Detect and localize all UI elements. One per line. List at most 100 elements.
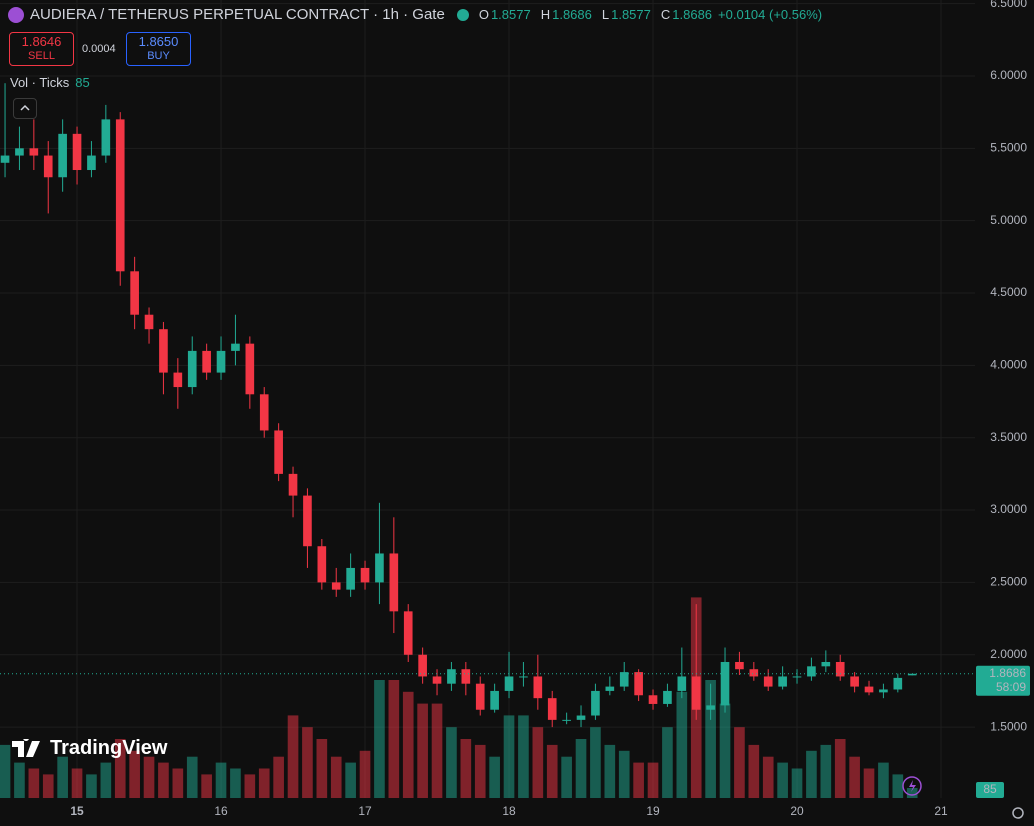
chevron-icon: [20, 104, 30, 111]
candle-body: [403, 611, 413, 655]
candle-body: [562, 719, 571, 721]
candle-body: [15, 148, 24, 156]
x-tick-label: 17: [358, 804, 372, 818]
last-price-box: [976, 665, 1030, 696]
candle-body: [519, 676, 528, 678]
sell-button[interactable]: 1.8646 SELL: [9, 32, 74, 66]
ohlc-label: L: [601, 7, 610, 22]
candle-body: [346, 567, 355, 590]
replay-icon: [902, 776, 922, 796]
candle-body: [58, 133, 67, 178]
volume-bar: [57, 756, 68, 798]
change: +0.0104 (+0.56%): [718, 7, 823, 22]
ohlc-value: 1.8577: [611, 7, 651, 22]
candle-body: [303, 495, 312, 547]
candle-body: [663, 690, 672, 704]
candle-body: [807, 666, 816, 677]
buy-button[interactable]: 1.8650 BUY: [126, 32, 191, 66]
volume-bar: [806, 750, 817, 798]
candle-body: [778, 676, 787, 687]
volume-bar: [316, 739, 328, 798]
volume-value: 85: [75, 75, 90, 90]
volume-bar: [402, 691, 414, 798]
header: AUDIERA / TETHERUS PERPETUAL CONTRACT · …: [8, 6, 822, 23]
volume-bar: [892, 774, 904, 798]
last-price-label: 1.8686: [989, 666, 1026, 680]
brand-name: TradingView: [50, 737, 168, 759]
candle-body: [864, 686, 874, 693]
volume-bar: [575, 739, 587, 798]
volume-bar: [906, 787, 918, 798]
candle-body: [72, 133, 82, 171]
candle-body: [835, 661, 845, 677]
x-tick-label: 18: [502, 804, 516, 818]
volume-bar: [158, 762, 169, 798]
candle-body: [720, 661, 730, 706]
volume-bar: [244, 774, 256, 798]
countdown: 58:09: [996, 680, 1026, 694]
volume-value-label: 85: [983, 782, 997, 796]
ohlc-value: 1.8686: [552, 7, 592, 22]
brand-logo: [12, 738, 40, 757]
settings-icon[interactable]: [1012, 807, 1024, 819]
candle-body: [259, 394, 269, 431]
sell-label: SELL: [28, 50, 55, 62]
volume-bar: [230, 768, 241, 798]
candle-body: [43, 155, 53, 178]
candle-body: [245, 343, 255, 395]
volume-bar: [172, 768, 184, 798]
collapse-button[interactable]: [13, 98, 37, 119]
volume-bar: [42, 774, 54, 798]
volume-bar: [878, 762, 889, 798]
candle-body: [850, 676, 859, 687]
candle-body: [533, 676, 543, 699]
ohlc-value: 1.8686: [672, 7, 713, 22]
candle-body: [87, 155, 96, 171]
y-tick-label: 5.0000: [990, 213, 1027, 227]
buy-price: 1.8650: [138, 34, 179, 49]
candle-body: [375, 553, 384, 583]
volume-bar: [604, 744, 616, 798]
volume-bar: [719, 703, 731, 798]
x-tick-label: 16: [214, 804, 228, 818]
volume-bar: [532, 727, 544, 798]
candle-body: [447, 669, 456, 684]
y-tick-label: 1.5000: [990, 719, 1027, 733]
x-tick-label: 19: [646, 804, 660, 818]
candle-body: [619, 672, 629, 687]
volume-bar: [417, 703, 428, 798]
volume-bar: [834, 739, 846, 798]
volume-bar: [374, 680, 385, 798]
buy-label: BUY: [147, 50, 170, 62]
y-tick-label: 5.5000: [990, 140, 1027, 154]
volume-bar: [546, 744, 558, 798]
volume-bar: [143, 756, 155, 798]
candle-body: [879, 689, 888, 693]
volume-bar: [345, 762, 356, 798]
candle-body: [634, 672, 643, 696]
volume-legend: Vol · Ticks 85: [10, 75, 90, 90]
y-tick-label: 3.0000: [990, 502, 1027, 516]
volume-bar: [100, 762, 112, 798]
volume-bar: [748, 744, 760, 798]
y-tick-label: 6.0000: [990, 68, 1027, 82]
candle-body: [29, 148, 39, 156]
volume-bar: [201, 774, 212, 798]
y-tick-label: 4.5000: [990, 285, 1027, 299]
candle-body: [763, 676, 773, 687]
candle-body: [231, 343, 240, 351]
candle-body: [677, 676, 687, 691]
y-tick-label: 4.0000: [990, 358, 1027, 372]
volume-bar: [359, 750, 371, 798]
volume-bar: [215, 762, 227, 798]
market-status[interactable]: [456, 8, 469, 21]
candle-body: [432, 676, 442, 684]
candle-body: [461, 669, 471, 684]
volume-bar: [489, 756, 500, 798]
volume-bar: [849, 756, 860, 798]
candle-body: [360, 567, 370, 583]
x-tick-label: 15: [70, 804, 84, 818]
volume-bar: [633, 762, 644, 798]
candle-body: [504, 676, 514, 691]
volume-bar: [431, 703, 443, 798]
